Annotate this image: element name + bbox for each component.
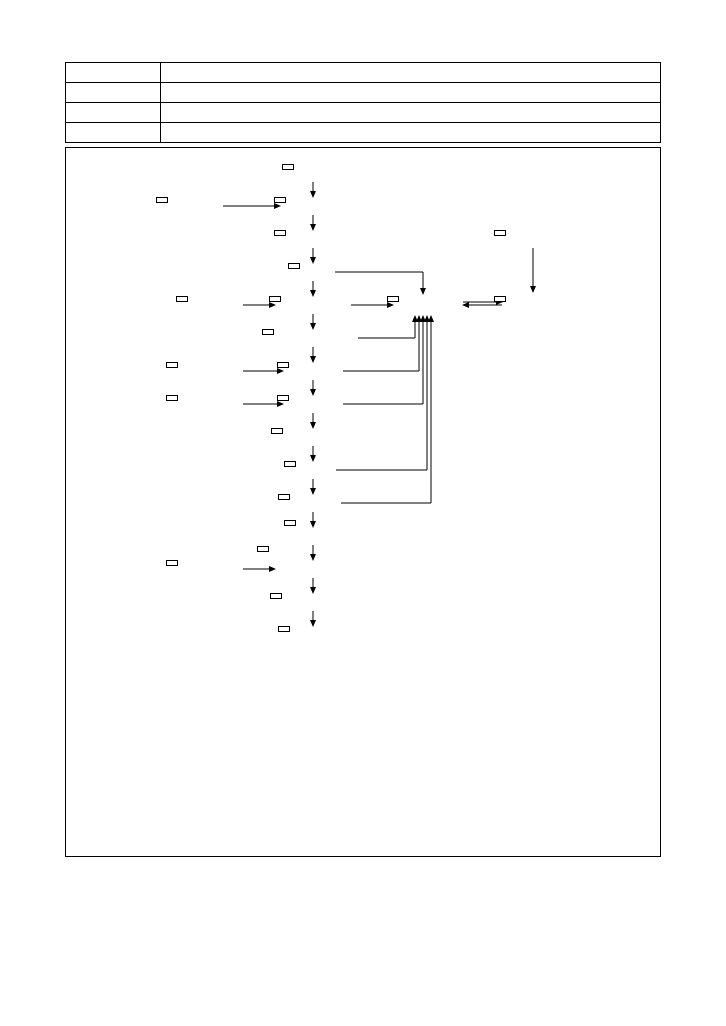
flow-node — [288, 263, 300, 269]
cell-value — [161, 63, 661, 83]
info-table — [65, 62, 661, 143]
cell-label — [66, 103, 161, 123]
table-row — [66, 103, 661, 123]
table-row — [66, 123, 661, 143]
flow-node — [494, 296, 506, 302]
flow-node — [262, 329, 274, 335]
table-row — [66, 83, 661, 103]
flow-node — [274, 197, 286, 203]
flow-node — [284, 461, 296, 467]
content-box — [65, 147, 661, 857]
flow-node — [278, 494, 290, 500]
flowchart-arrows — [74, 162, 652, 652]
cell-value — [161, 123, 661, 143]
flow-node — [271, 428, 283, 434]
flow-node — [269, 296, 281, 302]
flow-node — [166, 362, 178, 368]
flow-node — [494, 230, 506, 236]
flow-node — [387, 296, 399, 302]
flow-node — [257, 546, 269, 552]
flow-node — [282, 164, 294, 170]
flow-node — [156, 197, 168, 203]
flow-node — [277, 395, 289, 401]
table-row — [66, 63, 661, 83]
cell-label — [66, 63, 161, 83]
flow-node — [284, 520, 296, 526]
flow-node — [278, 626, 290, 632]
flow-node — [274, 230, 286, 236]
cell-value — [161, 103, 661, 123]
flowchart — [74, 162, 652, 652]
cell-label — [66, 123, 161, 143]
cell-value — [161, 83, 661, 103]
flow-node — [176, 296, 188, 302]
flow-node — [270, 593, 282, 599]
flow-node — [277, 362, 289, 368]
flow-node — [166, 395, 178, 401]
cell-label — [66, 83, 161, 103]
flow-node — [166, 560, 178, 566]
